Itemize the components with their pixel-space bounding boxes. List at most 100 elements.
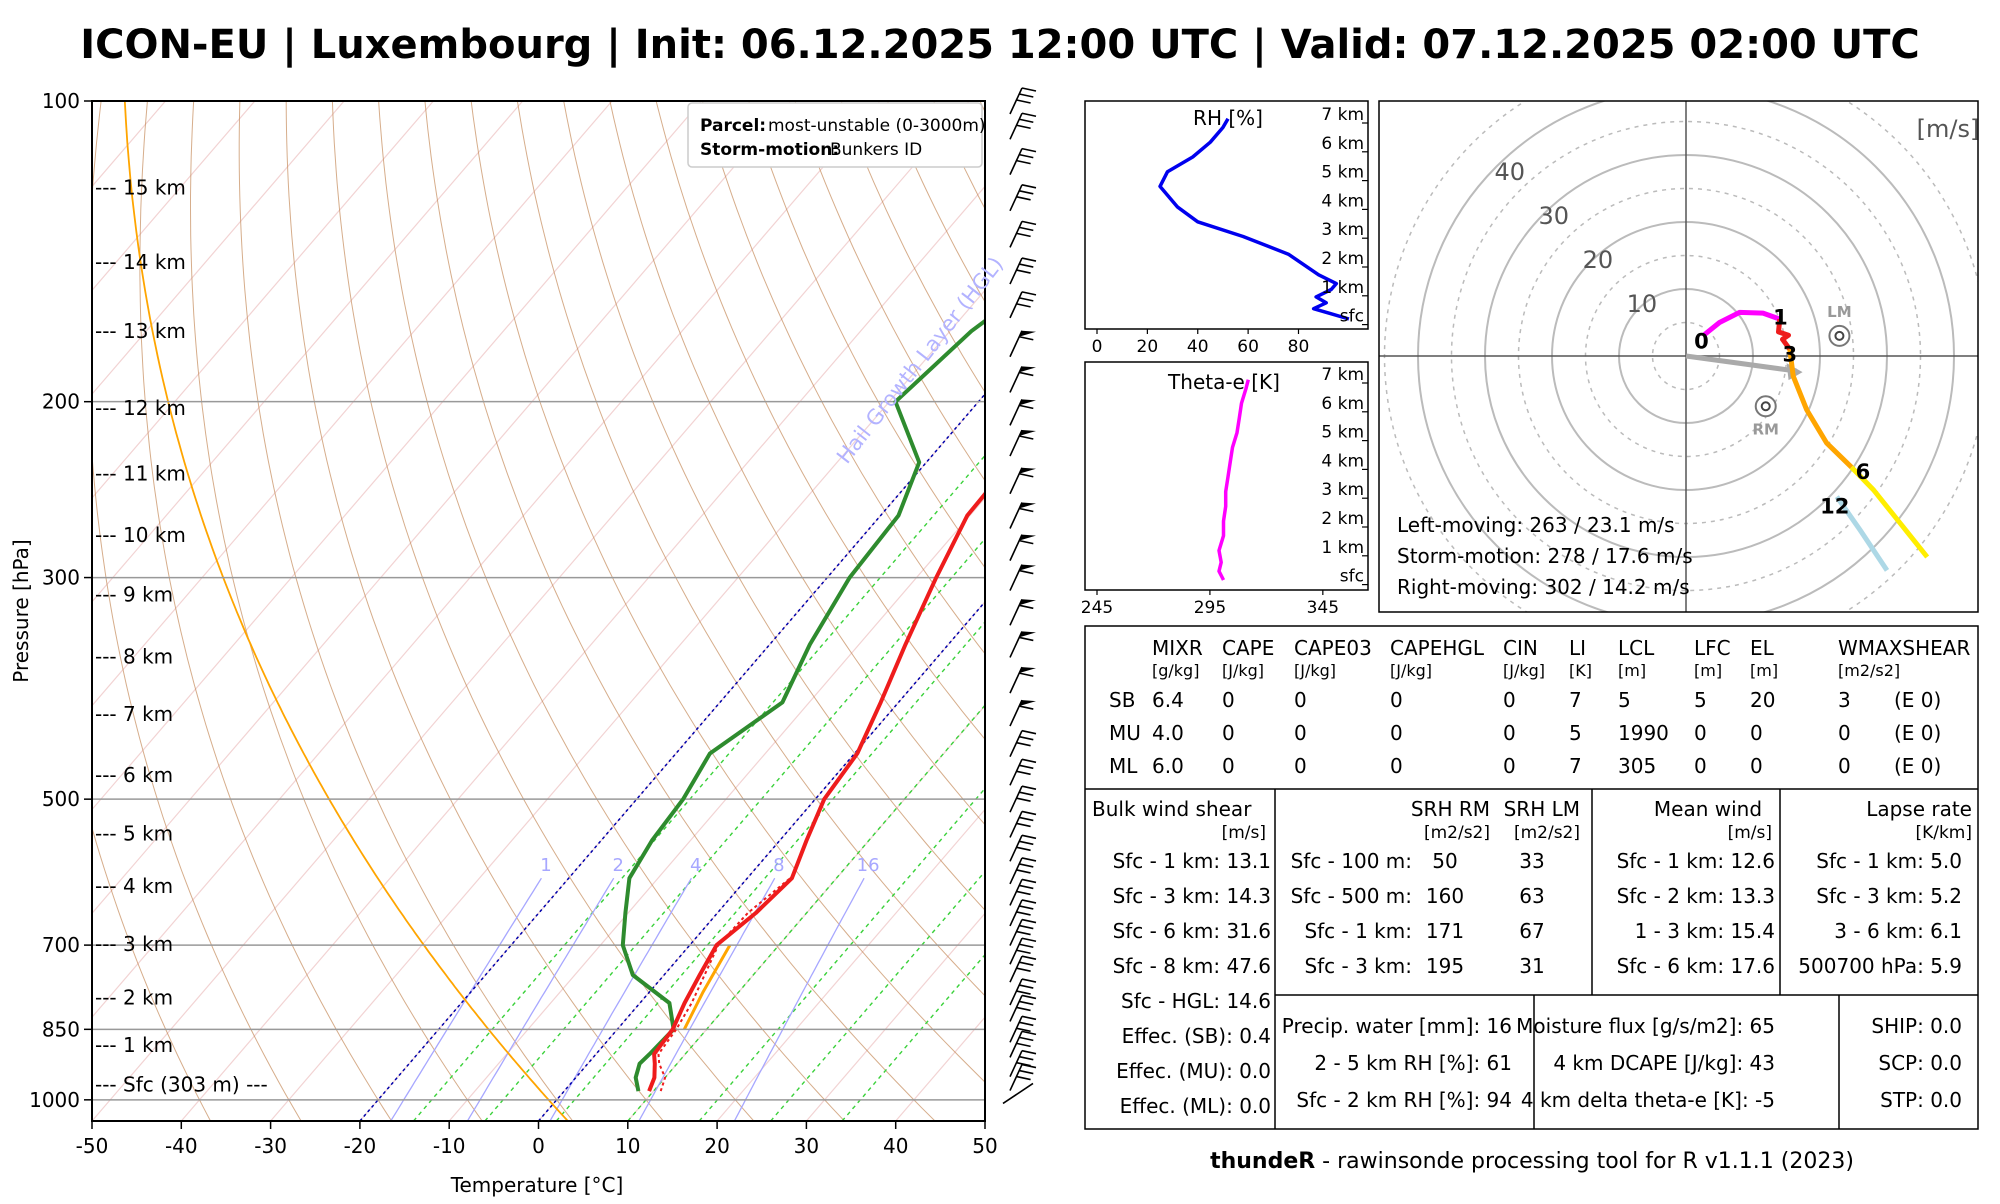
- parameters-table: MIXR[g/kg]CAPE[J/kg]CAPE03[J/kg]CAPEHGL[…: [1085, 626, 1978, 1129]
- srh-lm-value: 63: [1519, 884, 1544, 908]
- storm-legend-label: Storm-motion:: [700, 140, 839, 160]
- flux-row: 4 km delta theta-e [K]: -5: [1521, 1088, 1775, 1112]
- wind-barb-feather: [1019, 706, 1033, 709]
- srh-lm-value: 31: [1519, 954, 1544, 978]
- param-cell: 7: [1569, 754, 1582, 778]
- wind-barb: [1010, 221, 1036, 247]
- wind-barb-feather: [1022, 879, 1036, 882]
- isotherm-line: [92, 101, 969, 1121]
- rh-height-label: sfc: [1340, 307, 1364, 327]
- wind-barb: [1010, 565, 1036, 591]
- shear-unit: [m/s]: [1222, 823, 1266, 843]
- wind-barb-feather: [1017, 798, 1031, 801]
- wind-barb-shaft: [1003, 1083, 1033, 1103]
- param-cell: 7: [1569, 688, 1582, 712]
- wind-barb: [1010, 631, 1036, 657]
- hodo-ring-label: 30: [1539, 202, 1570, 230]
- wind-barb-feather: [1022, 858, 1036, 861]
- height-label: --- 2 km: [95, 986, 173, 1010]
- srh-rm-value: 171: [1426, 919, 1464, 943]
- x-tick-label: -30: [254, 1134, 287, 1158]
- wind-barb: [1010, 731, 1036, 757]
- wind-barb-feather: [1019, 405, 1033, 408]
- wind-barb-feather: [1019, 436, 1033, 439]
- param-cell: SB: [1109, 688, 1135, 712]
- wind-barb-feather: [1019, 885, 1033, 888]
- height-label: --- 7 km: [95, 702, 173, 726]
- wind-barb-flag: [1019, 565, 1036, 571]
- wind-barb-feather: [1019, 1071, 1033, 1074]
- wind-barb: [1010, 979, 1036, 1005]
- wind-barb-feather: [1017, 161, 1031, 164]
- param-cell: 5: [1618, 688, 1631, 712]
- mean-wind-title: Mean wind: [1654, 797, 1762, 821]
- height-label: --- 14 km: [95, 250, 186, 274]
- param-cell: 20: [1750, 688, 1775, 712]
- wind-barb-feather: [1022, 292, 1036, 295]
- wind-barb-feather: [1019, 94, 1033, 97]
- param-cell: 0: [1294, 688, 1307, 712]
- param-cell: 0: [1222, 721, 1235, 745]
- skew-t-frame: [92, 101, 985, 1121]
- lapse-rate-row: Sfc - 1 km: 5.0: [1816, 849, 1962, 873]
- mixing-ratio-label: 1: [540, 855, 551, 876]
- hodo-info-storm: Storm-motion: 278 / 17.6 m/s: [1397, 544, 1693, 568]
- wind-barb-feather: [1019, 926, 1033, 929]
- hodo-height-label: 1: [1773, 305, 1788, 329]
- hodo-info-right: Right-moving: 302 / 14.2 m/s: [1397, 575, 1690, 599]
- wind-barb-feather: [1019, 817, 1033, 820]
- x-tick-label: 50: [972, 1134, 997, 1158]
- wind-barb-feather: [1019, 191, 1033, 194]
- wind-barb: [1010, 88, 1036, 114]
- wind-barb-feather: [1019, 372, 1033, 375]
- rh-x-tick-label: 80: [1288, 337, 1310, 357]
- wind-barb-feather: [1019, 1057, 1033, 1060]
- mixing-ratio-line: [391, 878, 542, 1121]
- wind-barb-feather: [1017, 233, 1031, 236]
- param-cell: 0: [1390, 721, 1403, 745]
- theta-e-height-label: 1 km: [1321, 538, 1364, 558]
- wind-barb-feather: [1019, 337, 1033, 340]
- param-cell: 6.4: [1152, 688, 1184, 712]
- wind-barb-feather: [1022, 1031, 1036, 1034]
- wind-barb: [1010, 811, 1036, 837]
- rh-x-tick-label: 60: [1237, 337, 1259, 357]
- theta-e-x-tick-label: 295: [1194, 598, 1226, 618]
- param-cell: 0: [1838, 721, 1851, 745]
- dry-adiabat-line: [425, 101, 935, 1121]
- wind-barb-feather: [1022, 258, 1036, 261]
- mixing-ratio-line: [468, 878, 614, 1121]
- isotherm-line: [0, 101, 433, 1121]
- lapse-rate-unit: [K/km]: [1915, 823, 1972, 843]
- height-label: --- 1 km: [95, 1033, 173, 1057]
- theta-e-height-label: 6 km: [1321, 394, 1364, 414]
- wind-barbs: [1003, 88, 1036, 1103]
- mixing-ratio-label: 2: [612, 855, 623, 876]
- wind-barb: [1010, 331, 1036, 357]
- wind-barb-feather: [1019, 765, 1033, 768]
- mean-wind-unit: [m/s]: [1728, 823, 1772, 843]
- theta-e-x-tick-label: 345: [1307, 598, 1339, 618]
- wind-barb-feather: [1017, 932, 1031, 935]
- wind-barb-feather: [1019, 605, 1033, 608]
- param-header: LFC: [1694, 636, 1731, 660]
- srh-unit-lm: [m2/s2]: [1514, 823, 1580, 843]
- wind-barb: [1010, 599, 1036, 625]
- wind-barb: [1010, 468, 1036, 494]
- rh-x-tick-label: 0: [1092, 337, 1103, 357]
- rh-x-tick-label: 40: [1187, 337, 1209, 357]
- srh-header-rm: SRH RM: [1411, 797, 1490, 821]
- param-unit: [m]: [1694, 661, 1722, 680]
- wind-barb-feather: [1019, 119, 1033, 122]
- param-cell: (E 0): [1894, 721, 1941, 745]
- wind-barb: [1010, 938, 1036, 964]
- x-tick-label: 0: [532, 1134, 545, 1158]
- wind-barb-feather: [1022, 979, 1036, 982]
- param-cell: (E 0): [1894, 754, 1941, 778]
- wind-barb-feather: [1022, 811, 1036, 814]
- height-label: --- 15 km: [95, 175, 186, 199]
- theta-e-height-label: sfc: [1340, 567, 1364, 587]
- parcel-legend-value: most-unstable (0-3000m): [768, 116, 986, 136]
- wind-barb: [1010, 502, 1036, 528]
- srh-lm-value: 33: [1519, 849, 1544, 873]
